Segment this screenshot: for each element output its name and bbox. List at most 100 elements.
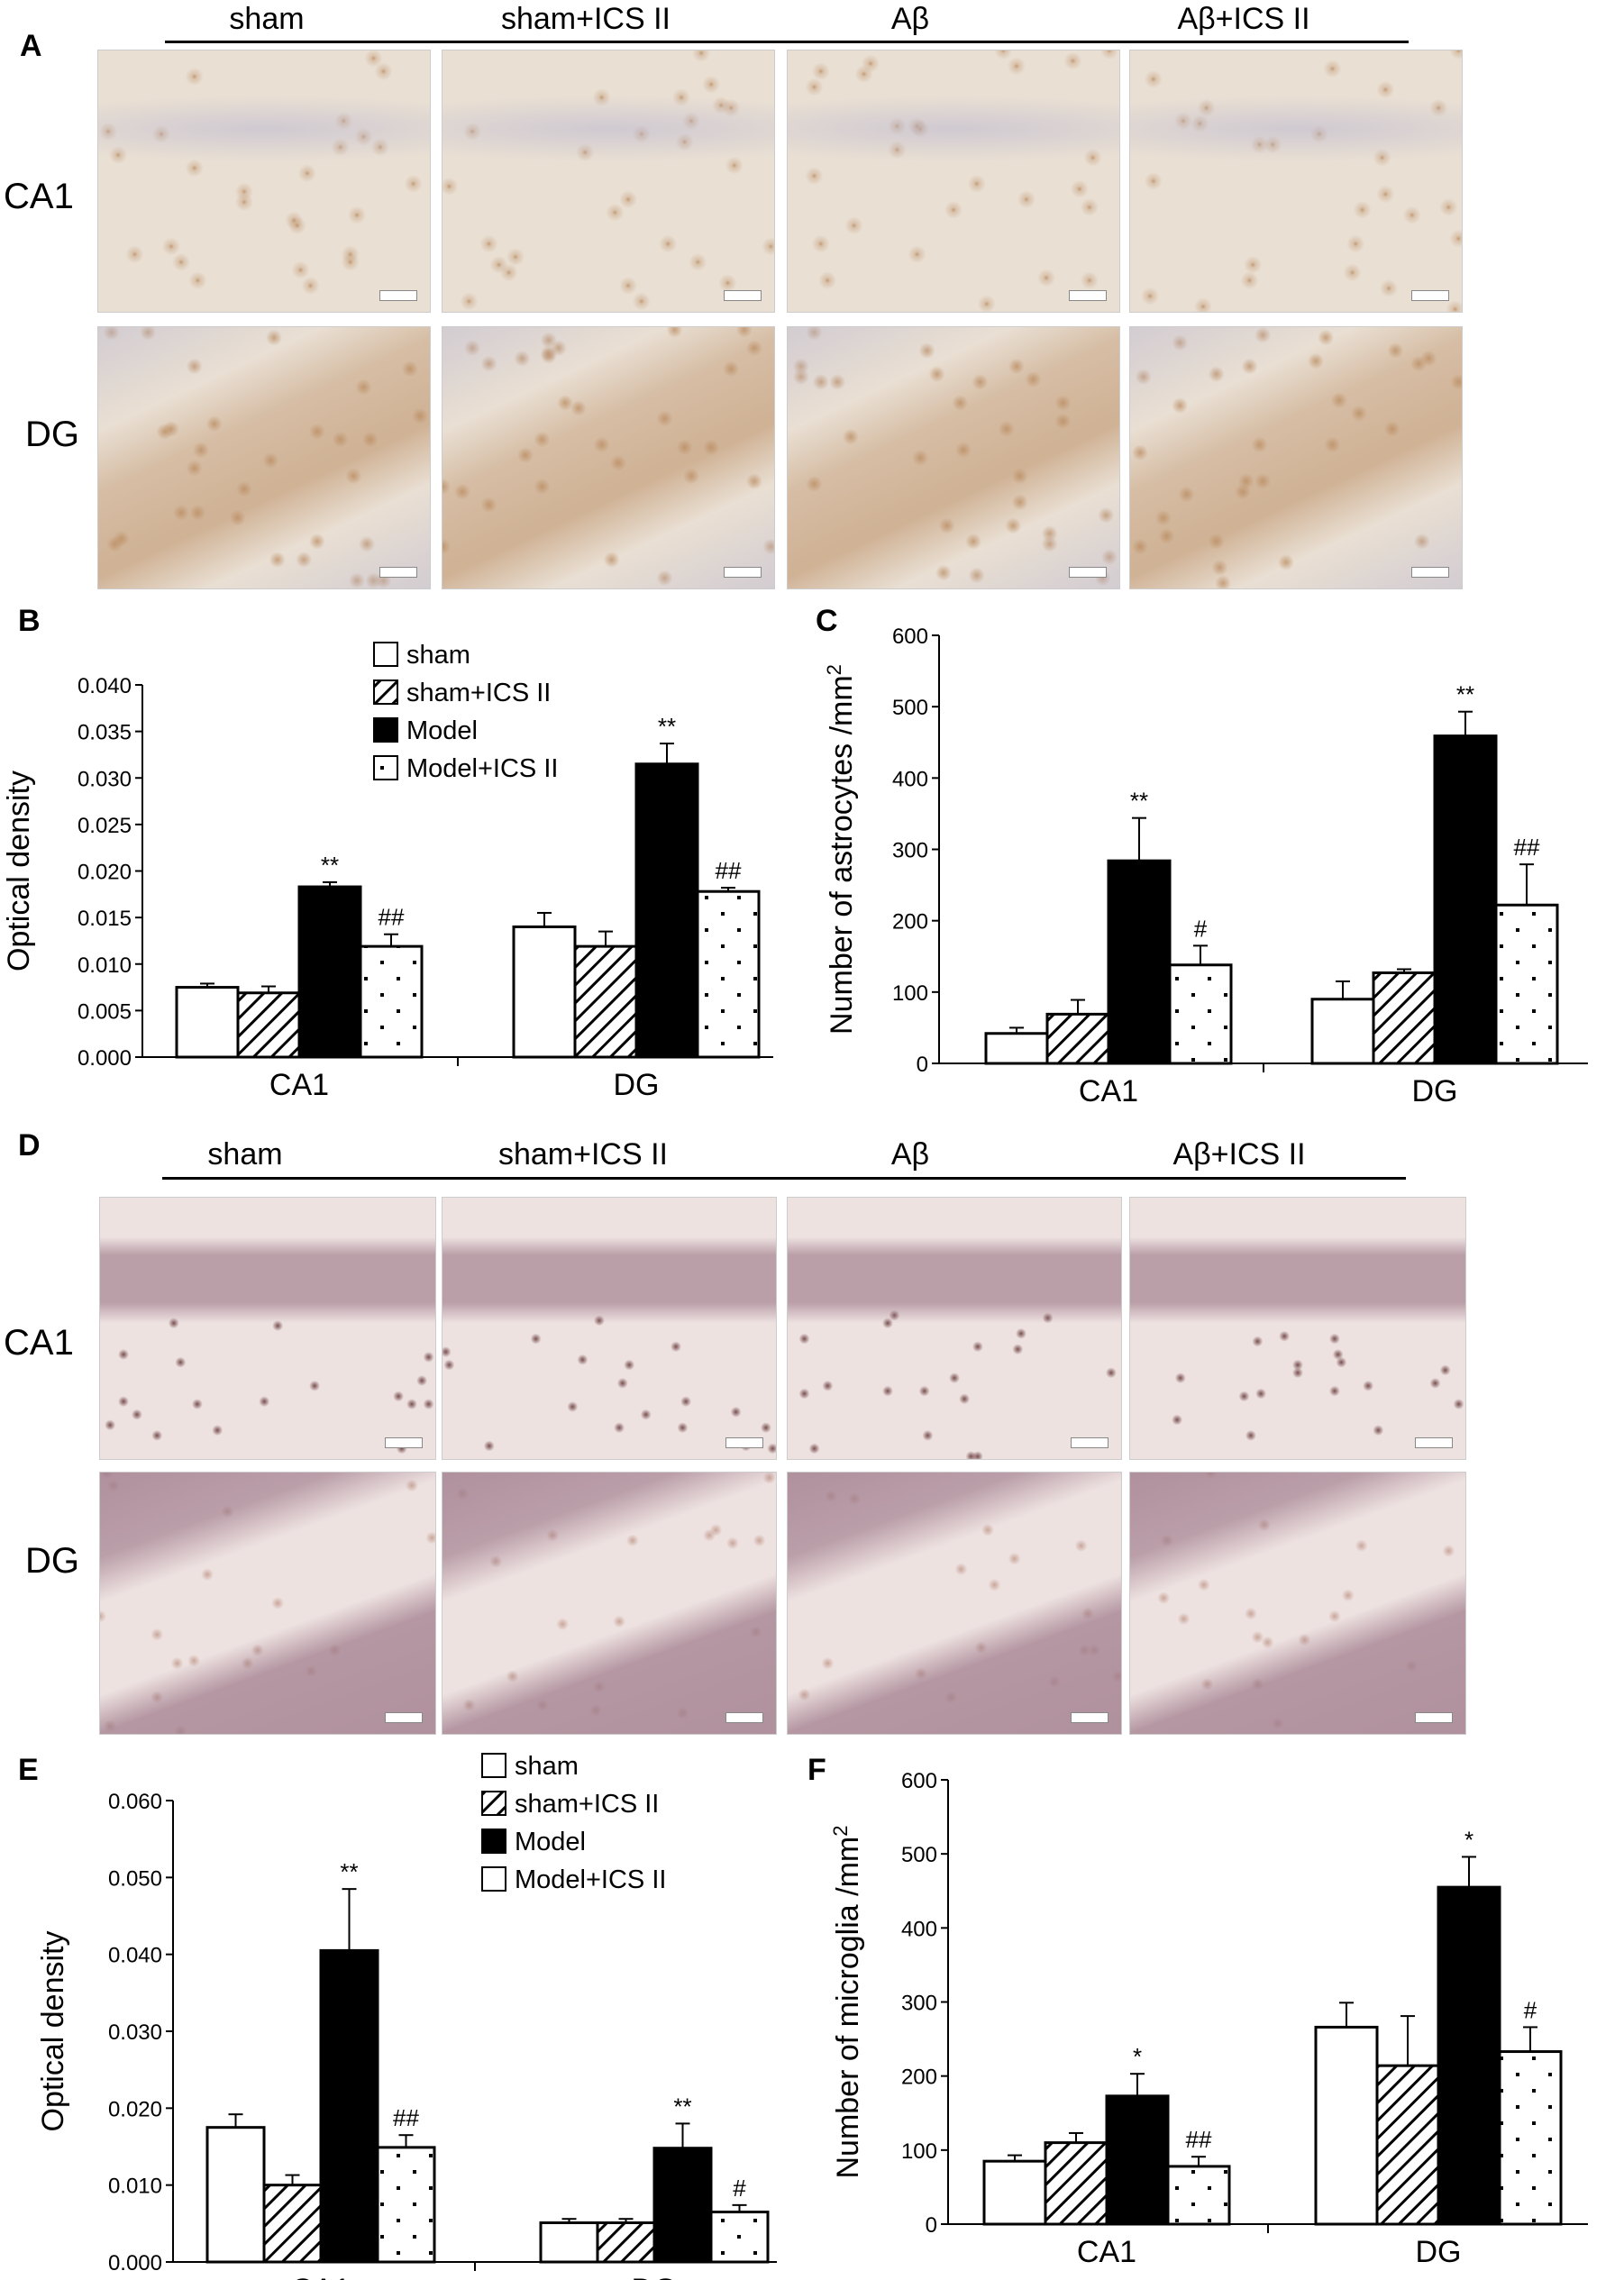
panel-letter-b: B	[18, 604, 41, 638]
micrograph-a-dg-4	[1129, 326, 1463, 589]
significance-marker: #	[733, 2175, 746, 2202]
x-category-label: DG	[632, 2273, 678, 2280]
bar-white	[984, 1032, 1049, 1065]
bar-hatch	[573, 944, 638, 1059]
micrograph-a-dg-3	[787, 326, 1120, 589]
x-category-label: CA1	[291, 2273, 351, 2280]
scale-bar	[724, 290, 762, 301]
bar-black	[652, 2147, 713, 2264]
significance-marker: #	[1194, 915, 1208, 942]
bar-black	[1437, 1885, 1501, 2226]
y-tick-label: 0.020	[108, 2097, 162, 2121]
bar-dots	[1168, 963, 1233, 1065]
bar-dots	[709, 2211, 770, 2264]
y-axis-label-superscript: 2	[823, 664, 845, 675]
legend-swatch	[373, 642, 398, 667]
y-tick-label: 0.030	[78, 767, 132, 791]
scale-bar	[1071, 1437, 1109, 1448]
significance-marker: **	[658, 713, 676, 740]
bar-dots	[1166, 2165, 1231, 2226]
legend-swatch	[481, 1829, 506, 1854]
y-tick-label: 0	[917, 1053, 928, 1077]
significance-marker: ##	[1186, 2126, 1212, 2153]
legend-swatch	[481, 1753, 506, 1778]
chart-f-microglia: 0 100 200 300 400 500 600 Number of microglia /…	[829, 1769, 1588, 2269]
bar-black	[1105, 2094, 1170, 2226]
scale-bar	[1415, 1712, 1453, 1723]
micrograph-d-ca1-3	[787, 1197, 1122, 1460]
y-axis-label: Number of microglia /mm2	[829, 1825, 866, 2178]
y-tick-label: 0.000	[78, 1046, 132, 1071]
y-tick-label: 600	[892, 625, 928, 649]
panel-letter-e: E	[18, 1753, 39, 1787]
y-tick-label: 300	[901, 1992, 937, 2016]
significance-marker: ##	[379, 904, 405, 931]
scale-bar	[385, 1437, 423, 1448]
y-tick-label: 200	[901, 2066, 937, 2090]
significance-marker: *	[1133, 2043, 1142, 2070]
row-label-ca1: CA1	[4, 177, 74, 216]
micrograph-a-ca1-2	[442, 50, 775, 313]
panel-letter-d: D	[18, 1128, 41, 1163]
scale-bar	[1411, 290, 1449, 301]
micrograph-a-dg-2	[442, 326, 775, 589]
panel-letter-c: C	[816, 604, 838, 638]
micrograph-d-ca1-1	[99, 1197, 436, 1460]
x-category-label: CA1	[269, 1068, 329, 1102]
scale-bar	[1069, 290, 1107, 301]
y-axis-label: Optical density	[36, 1931, 70, 2132]
y-tick-label: 0.030	[108, 2020, 162, 2045]
legend-swatch	[481, 1791, 506, 1816]
bar-hatch	[236, 991, 301, 1059]
bar-dots	[1498, 2050, 1563, 2226]
y-tick-label: 0.040	[78, 674, 132, 698]
legend-label: Model+ICS II	[515, 1865, 666, 1894]
bar-white	[539, 2221, 599, 2264]
y-tick-label: 0.020	[78, 861, 132, 885]
x-category-label: CA1	[1079, 1074, 1138, 1108]
scale-bar	[725, 1437, 763, 1448]
scale-bar	[385, 1712, 423, 1723]
micrograph-d-dg-4	[1129, 1472, 1466, 1735]
bar-black	[297, 885, 362, 1059]
y-tick-label: 100	[901, 2139, 937, 2164]
significance-marker: **	[1130, 788, 1148, 815]
y-tick-label: 0.060	[108, 1790, 162, 1814]
header-abeta: Aβ	[890, 1137, 930, 1172]
micrograph-d-dg-3	[787, 1472, 1122, 1735]
micrograph-a-ca1-4	[1129, 50, 1463, 313]
bar-white	[175, 986, 240, 1059]
bar-hatch	[1045, 1012, 1110, 1065]
bar-white	[512, 925, 577, 1059]
micrograph-d-ca1-4	[1129, 1197, 1466, 1460]
bar-white	[982, 2159, 1047, 2226]
significance-marker: **	[340, 1858, 358, 1885]
bar-dots	[1494, 903, 1559, 1065]
y-tick-label: 0.035	[78, 721, 132, 745]
row-label-dg: DG	[25, 1541, 79, 1581]
significance-marker: ##	[716, 857, 742, 884]
bar-black	[319, 1948, 379, 2264]
legend-label: Model	[515, 1828, 586, 1856]
y-tick-label: 0.000	[108, 2251, 162, 2275]
legend-label: sham+ICS II	[406, 679, 551, 707]
panel-letter-f: F	[807, 1753, 826, 1787]
micrograph-a-dg-1	[97, 326, 431, 589]
y-tick-label: 600	[901, 1769, 937, 1793]
scale-bar	[1071, 1712, 1109, 1723]
header-sham: sham	[207, 1137, 283, 1172]
row-label-dg: DG	[25, 415, 79, 454]
y-tick-label: 0	[926, 2213, 937, 2238]
micrograph-a-ca1-1	[97, 50, 431, 313]
y-tick-label: 500	[892, 696, 928, 720]
chart-e-optical-density: 0.000 0.010 0.020 0.030 0.040 0.050 0.060 Optic…	[36, 1752, 777, 2280]
scale-bar	[1069, 567, 1107, 578]
legend-swatch	[373, 717, 398, 743]
significance-marker: ##	[1514, 834, 1540, 861]
bar-black	[634, 762, 699, 1059]
legend-swatch	[373, 679, 398, 705]
bar-dots	[359, 944, 424, 1059]
scale-bar	[1411, 567, 1449, 578]
scale-bar	[379, 567, 417, 578]
significance-marker: **	[321, 852, 339, 879]
